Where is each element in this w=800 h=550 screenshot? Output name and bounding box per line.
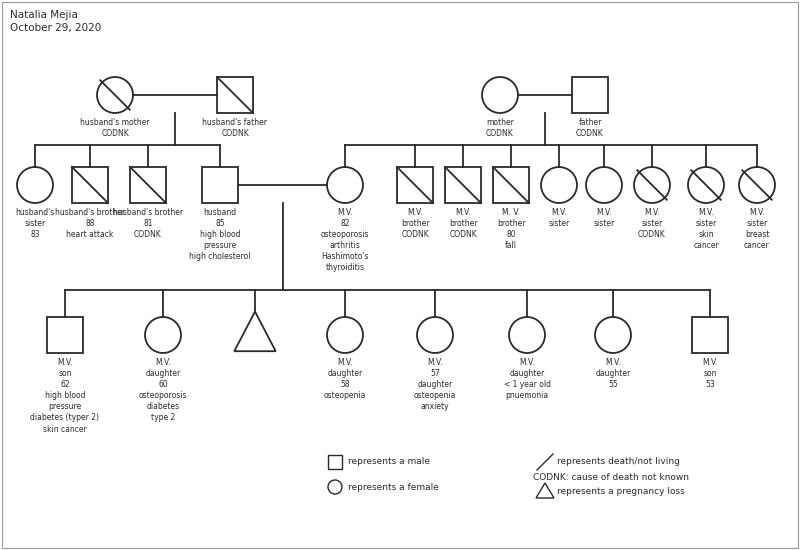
- Bar: [397, 167, 433, 203]
- Text: M.V.
sister
CODNK: M.V. sister CODNK: [638, 208, 666, 239]
- Text: Natalia Mejia
October 29, 2020: Natalia Mejia October 29, 2020: [10, 10, 102, 33]
- Text: represents a pregnancy loss: represents a pregnancy loss: [557, 487, 685, 497]
- Bar: [493, 167, 529, 203]
- Text: husband's
sister
83: husband's sister 83: [15, 208, 54, 239]
- Bar: [692, 317, 728, 353]
- Bar: [130, 167, 166, 203]
- Bar: [572, 77, 608, 113]
- Text: husband
85
high blood
pressure
high cholesterol: husband 85 high blood pressure high chol…: [190, 208, 250, 261]
- Text: husband's father
CODNK: husband's father CODNK: [202, 118, 267, 138]
- Text: father
CODNK: father CODNK: [576, 118, 604, 138]
- Text: M.V.
sister: M.V. sister: [548, 208, 570, 228]
- Text: husband's brother
81
CODNK: husband's brother 81 CODNK: [113, 208, 183, 239]
- Text: husband's mother
CODNK: husband's mother CODNK: [80, 118, 150, 138]
- Bar: [445, 167, 481, 203]
- Text: M.V.
brother
CODNK: M.V. brother CODNK: [449, 208, 478, 239]
- Text: M.V.
sister
breast
cancer: M.V. sister breast cancer: [744, 208, 770, 250]
- Text: M.V.
son
53: M.V. son 53: [702, 358, 718, 389]
- Text: M.V.
sister
skin
cancer: M.V. sister skin cancer: [693, 208, 719, 250]
- Text: M.V.
son
62
high blood
pressure
diabetes (typer 2)
skin cancer: M.V. son 62 high blood pressure diabetes…: [30, 358, 99, 433]
- Text: husband's brother
88
heart attack: husband's brother 88 heart attack: [55, 208, 125, 239]
- Text: M.V.
57
daughter
osteopenia
anxiety: M.V. 57 daughter osteopenia anxiety: [414, 358, 456, 411]
- Text: represents death/not living: represents death/not living: [557, 458, 680, 466]
- Text: M.V.
daughter
< 1 year old
pnuemonia: M.V. daughter < 1 year old pnuemonia: [503, 358, 550, 400]
- Bar: [328, 455, 342, 469]
- Text: M.V.
brother
CODNK: M.V. brother CODNK: [401, 208, 430, 239]
- Text: M.V.
daughter
60
osteoporosis
diabetes
type 2: M.V. daughter 60 osteoporosis diabetes t…: [138, 358, 187, 422]
- Bar: [217, 77, 253, 113]
- Text: M.V.
82
osteoporosis
arthritis
Hashimoto's
thyroiditis: M.V. 82 osteoporosis arthritis Hashimoto…: [321, 208, 370, 272]
- Text: represents a male: represents a male: [348, 458, 430, 466]
- Text: mother
CODNK: mother CODNK: [486, 118, 514, 138]
- Text: M. V.
brother
80
fall: M. V. brother 80 fall: [497, 208, 526, 250]
- Text: M.V.
daughter
58
osteopenia: M.V. daughter 58 osteopenia: [324, 358, 366, 400]
- Text: represents a female: represents a female: [348, 482, 439, 492]
- Bar: [72, 167, 108, 203]
- Text: M.V.
daughter
55: M.V. daughter 55: [595, 358, 630, 389]
- Bar: [47, 317, 83, 353]
- Bar: [202, 167, 238, 203]
- Text: M.V.
sister: M.V. sister: [594, 208, 614, 228]
- Text: CODNK: cause of death not known: CODNK: cause of death not known: [533, 472, 689, 481]
